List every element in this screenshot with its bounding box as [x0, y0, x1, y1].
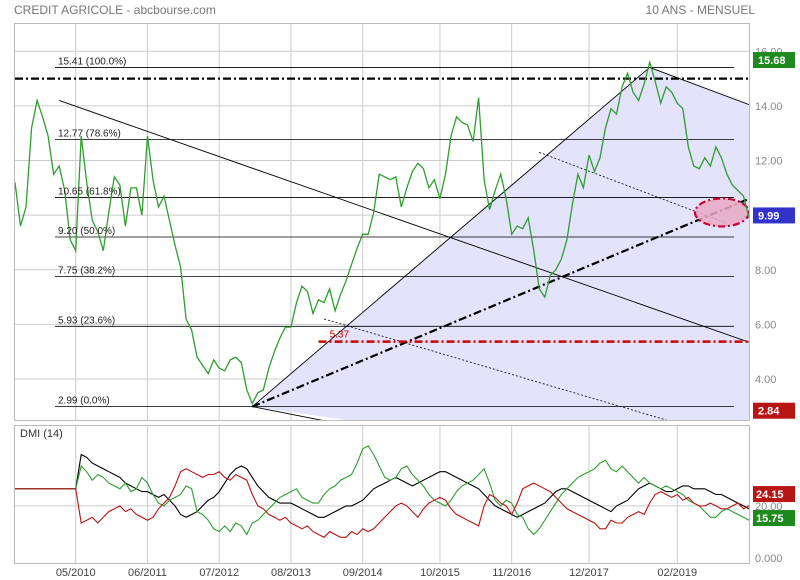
support-line-label: 5.37 — [330, 330, 350, 341]
fib-level-label: 15.41 (100.0%) — [58, 56, 126, 67]
dmi-title: DMI (14) — [20, 428, 63, 440]
highlight-ellipse — [693, 197, 749, 228]
x-tick-label: 08/2013 — [271, 567, 311, 579]
parallel-dotted-lower — [323, 318, 667, 420]
x-tick-label: 12/2017 — [569, 567, 609, 579]
price-badge-label: 9.99 — [758, 210, 779, 222]
x-tick-label: 02/2019 — [657, 567, 697, 579]
price-series-line — [15, 59, 749, 406]
price-badge — [753, 207, 795, 224]
chart-title: CREDIT AGRICOLE - abcbourse.com — [14, 3, 216, 17]
price-panel: 15.41 (100.0%) 12.77 (78.6%) 10.65 (61.8%)… — [15, 24, 795, 420]
price-plot-area — [15, 24, 749, 420]
median-trend-line — [251, 197, 749, 408]
downtrend-line — [59, 100, 749, 343]
x-tick-label: 05/2010 — [56, 567, 96, 579]
price-badge — [753, 52, 795, 69]
x-tick-label: 07/2012 — [199, 567, 239, 579]
dmi-series-line — [15, 445, 749, 536]
pitchfork-fill — [252, 67, 749, 420]
fib-level-label: 10.65 (61.8%) — [58, 186, 121, 197]
price-y-tick-label: 8.00 — [755, 265, 776, 277]
x-axis: 05/2010 06/2011 07/2012 08/2013 09/2014 10/20… — [56, 567, 697, 579]
price-y-tick-label: 14.00 — [755, 101, 783, 113]
price-badge — [753, 402, 795, 419]
price-badge-label: 15.68 — [758, 55, 786, 67]
fan-line-upper — [252, 67, 650, 407]
parallel-dotted-upper — [539, 151, 728, 224]
x-tick-label: 09/2014 — [343, 567, 383, 579]
fan-line-lower — [252, 406, 323, 420]
price-y-tick-label: 4.00 — [755, 374, 776, 386]
price-y-tick-label: 6.00 — [755, 319, 776, 331]
fib-level-label: 5.93 (23.6%) — [58, 315, 115, 326]
dmi-badge-label: 24.15 — [756, 489, 784, 501]
fib-level-label: 12.77 (78.6%) — [58, 129, 121, 140]
price-y-tick-label: 12.00 — [755, 156, 783, 168]
dmi-badge — [753, 510, 795, 527]
dmi-series-line — [15, 453, 749, 518]
chart-period: 10 ANS - MENSUEL — [646, 3, 756, 17]
fib-level-label: 2.99 (0.0%) — [58, 396, 110, 407]
fib-level-label: 7.75 (38.2%) — [58, 266, 115, 277]
dmi-series-line — [15, 468, 749, 538]
dmi-panel: DMI (14) 20.00 0.000 24.15 15.75 — [15, 426, 795, 565]
dmi-panel-frame — [14, 425, 750, 564]
fib-level-label: 9.20 (50.0%) — [58, 226, 115, 237]
dmi-plot-area — [15, 445, 749, 538]
top-resistance-line — [649, 67, 749, 105]
dmi-y-tick-label: 20.00 — [755, 501, 783, 513]
x-tick-label: 11/2016 — [492, 567, 531, 579]
x-tick-label: 10/2015 — [420, 567, 460, 579]
dmi-badge-label: 15.75 — [756, 513, 784, 525]
price-badge-label: 2.84 — [758, 406, 780, 418]
x-tick-label: 06/2011 — [128, 567, 167, 579]
dmi-badge — [753, 486, 795, 503]
dmi-y-tick-label: 0.000 — [755, 553, 783, 565]
